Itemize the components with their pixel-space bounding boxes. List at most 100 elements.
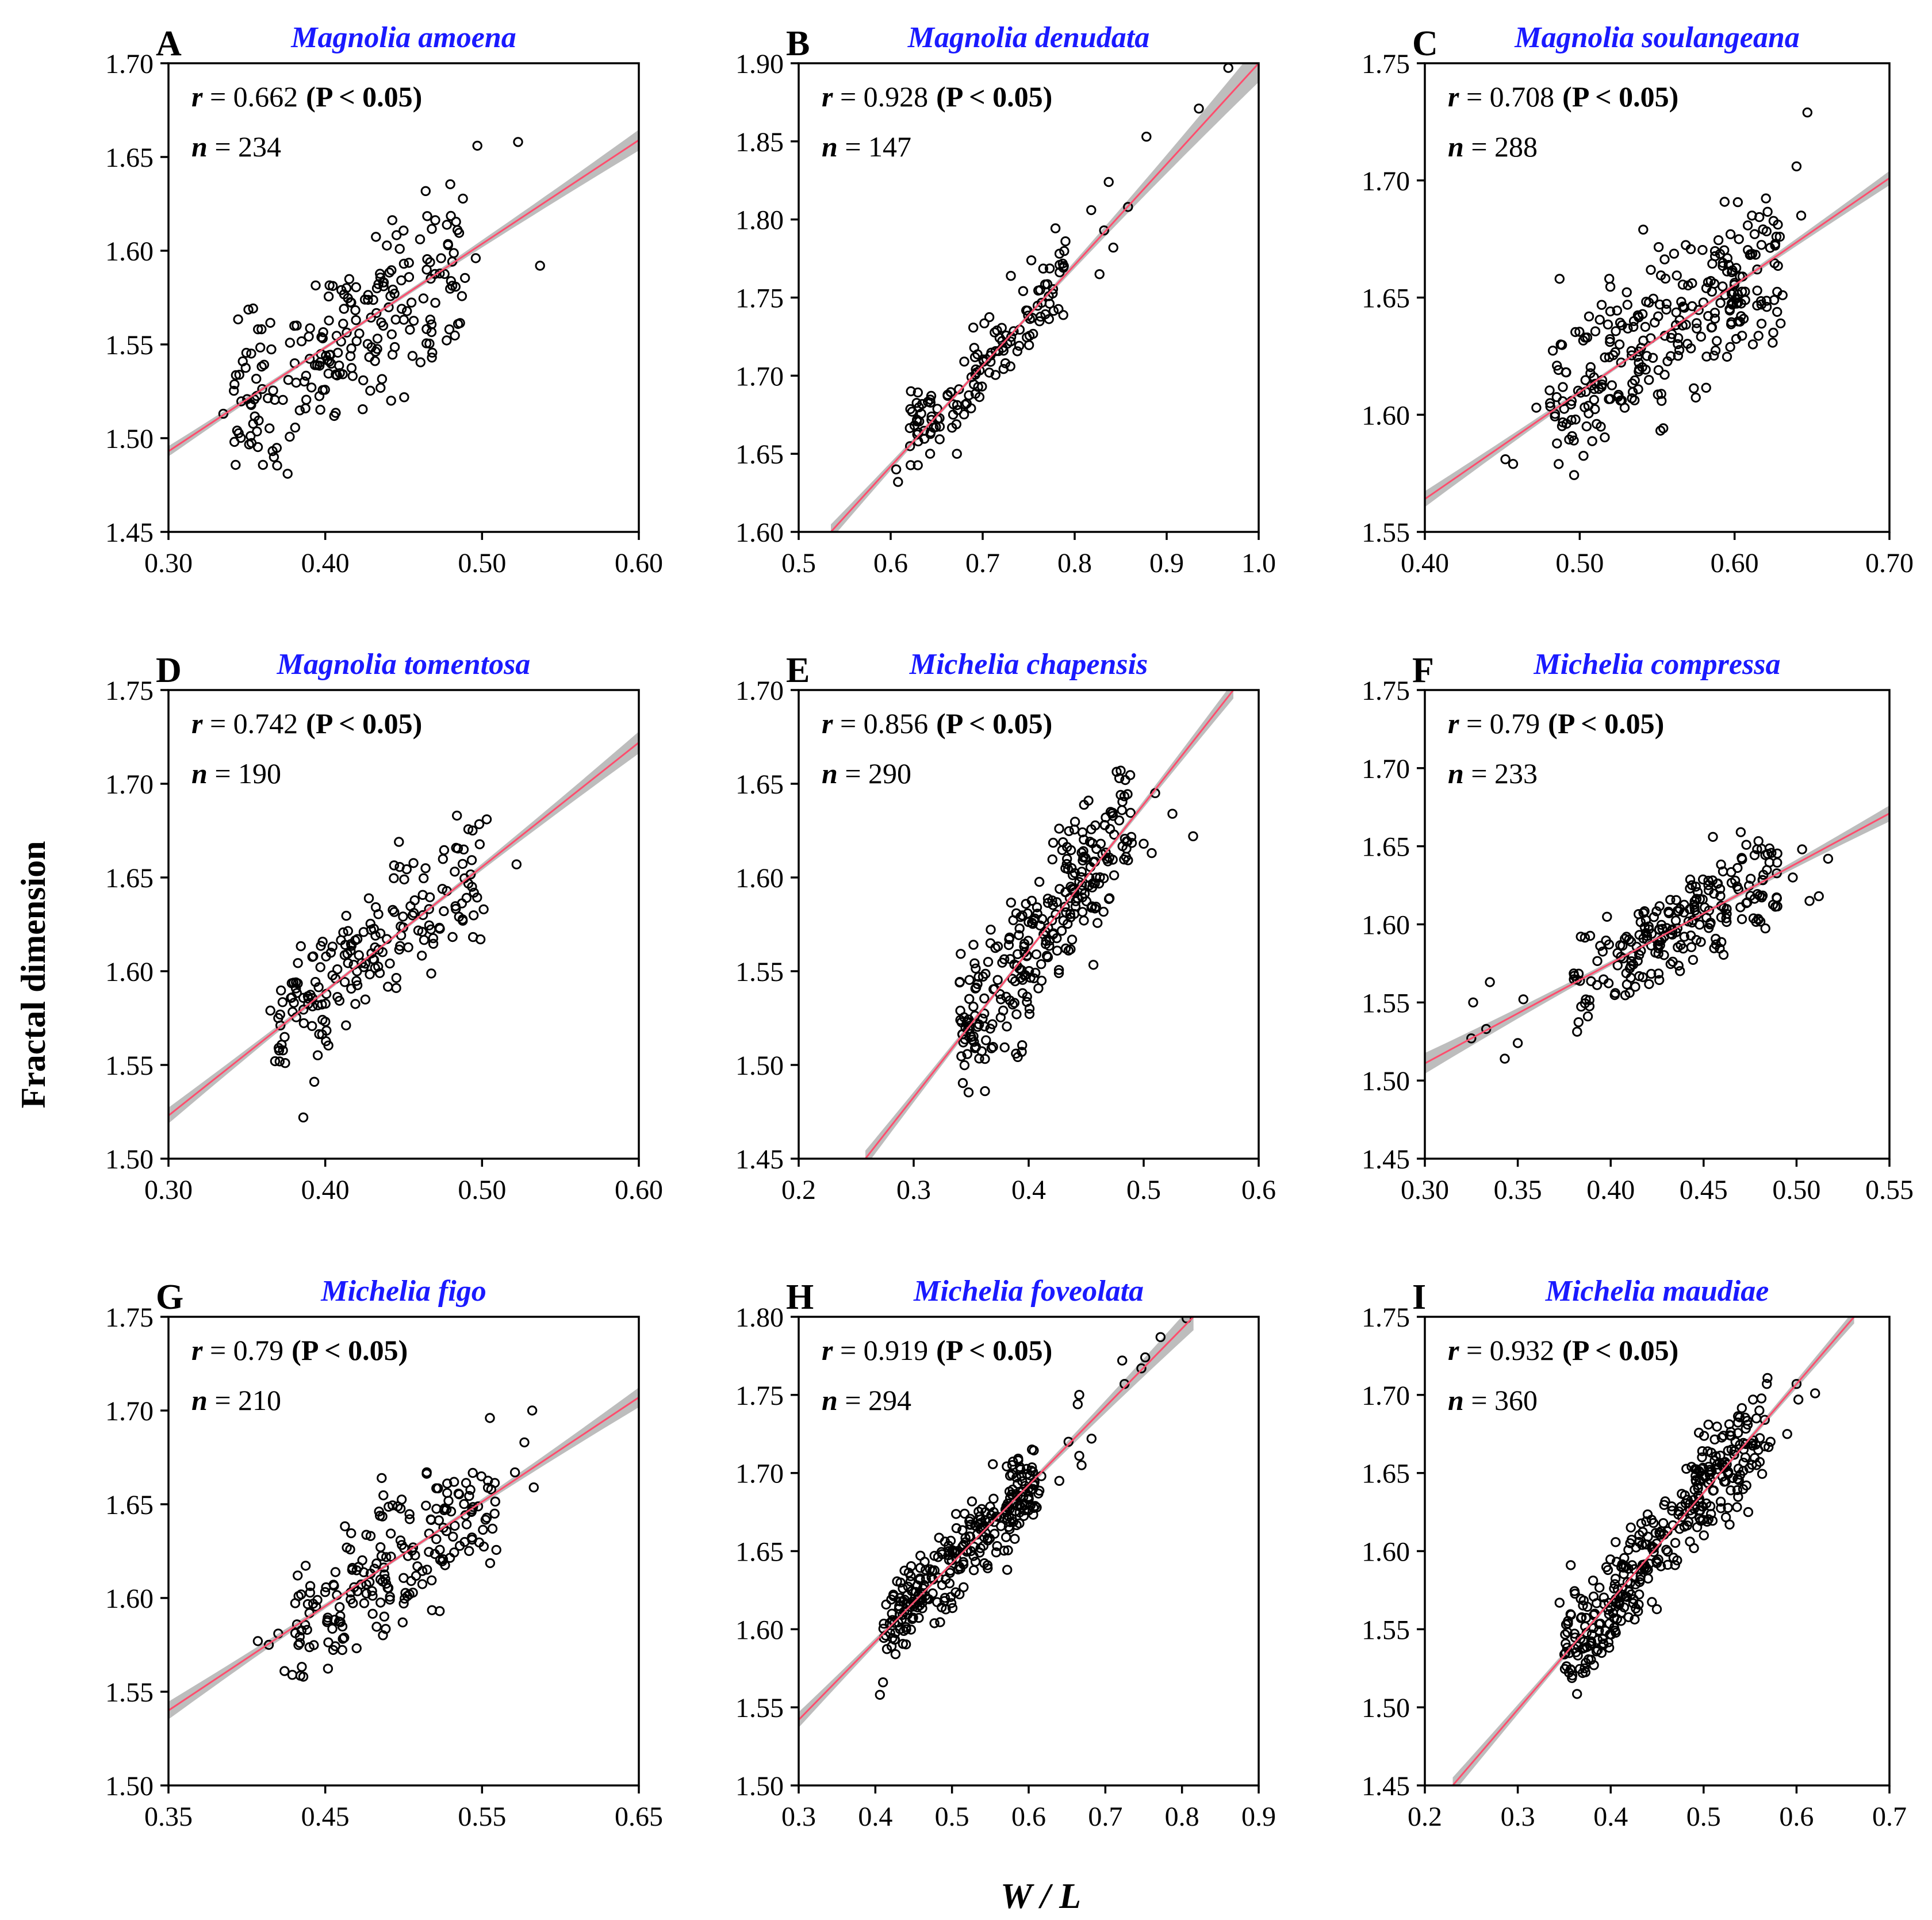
data-point <box>357 1555 367 1566</box>
data-point <box>1566 415 1577 426</box>
data-point <box>1736 311 1746 321</box>
data-point <box>1614 339 1625 350</box>
r-equals: = <box>202 707 233 739</box>
data-point <box>1623 323 1633 334</box>
data-point <box>1643 1531 1653 1542</box>
data-point <box>1683 916 1694 927</box>
data-point <box>1079 852 1089 862</box>
p-value: (P < 0.05) <box>1562 1334 1678 1366</box>
data-point <box>1057 258 1068 269</box>
data-point <box>1030 968 1041 978</box>
r-equals: = <box>1459 707 1489 739</box>
data-point <box>1060 863 1071 873</box>
data-point <box>1754 891 1765 901</box>
plot-area <box>799 1317 1194 1728</box>
data-point <box>949 1547 960 1558</box>
data-point <box>1688 955 1699 965</box>
data-point <box>1598 974 1609 984</box>
data-point <box>248 303 258 314</box>
data-point <box>1578 335 1589 346</box>
data-point <box>1696 331 1707 342</box>
data-point <box>1580 1663 1590 1674</box>
data-point <box>402 306 412 316</box>
data-point <box>971 1042 982 1052</box>
data-point <box>1086 1434 1097 1444</box>
data-point <box>443 240 453 250</box>
data-point <box>305 1588 315 1598</box>
data-point <box>1141 132 1152 142</box>
data-point <box>396 1503 406 1514</box>
data-point <box>1670 320 1681 331</box>
data-point <box>1734 1412 1745 1423</box>
confidence-band <box>168 129 639 457</box>
data-point <box>1796 210 1807 221</box>
data-point <box>394 244 405 254</box>
n-value: 147 <box>868 131 911 163</box>
data-point <box>1672 270 1682 281</box>
data-point <box>1746 1438 1757 1448</box>
data-point <box>274 1056 285 1067</box>
data-point <box>1000 358 1011 369</box>
data-point <box>1650 317 1660 328</box>
data-point <box>911 398 922 408</box>
data-point <box>970 983 981 994</box>
data-point <box>1002 1021 1012 1032</box>
r-symbol: r <box>1448 81 1459 113</box>
data-point <box>1048 837 1059 848</box>
n-statistic: n = 147 <box>822 131 911 163</box>
x-tick-label: 0.3 <box>781 1802 816 1832</box>
data-point <box>415 234 425 244</box>
data-point <box>1584 408 1594 419</box>
data-point <box>391 230 402 240</box>
data-point <box>381 1552 392 1562</box>
data-point <box>1126 838 1137 848</box>
data-point <box>1772 868 1782 879</box>
data-point <box>933 1552 944 1562</box>
data-point <box>346 297 356 308</box>
x-tick-label: 0.65 <box>615 1802 663 1832</box>
data-point <box>959 1060 970 1071</box>
data-point <box>1642 1509 1653 1520</box>
data-point <box>878 1677 888 1688</box>
data-point <box>1140 1352 1151 1363</box>
n-statistic: n = 190 <box>191 757 281 790</box>
data-point <box>252 426 262 436</box>
n-equals: = <box>208 131 238 163</box>
data-point <box>1603 1565 1613 1576</box>
data-point <box>1668 1553 1679 1563</box>
data-point <box>983 1563 993 1574</box>
data-point <box>1667 329 1677 339</box>
n-statistic: n = 294 <box>822 1384 911 1416</box>
data-point <box>1590 326 1601 336</box>
data-point <box>1604 1609 1615 1619</box>
y-tick-label: 1.70 <box>735 1459 784 1489</box>
y-tick-label: 1.70 <box>105 1396 154 1427</box>
panel-title: Magnolia tomentosa <box>277 648 531 681</box>
data-point <box>1735 902 1746 913</box>
data-point <box>990 370 1001 380</box>
fit-line <box>168 1396 639 1711</box>
data-point <box>955 1005 965 1016</box>
data-point <box>428 933 439 944</box>
data-point <box>346 343 356 354</box>
data-point <box>438 854 448 864</box>
data-point <box>376 1551 387 1561</box>
data-point <box>1605 336 1615 347</box>
data-point <box>1017 910 1028 921</box>
x-tick-label: 0.8 <box>1165 1802 1199 1832</box>
data-point <box>1622 300 1633 310</box>
panel-b: 0.5 0.6 0.7 0.8 0.9 1.0 1.60 1.65 1.70 1.75 1.80 1.… <box>735 21 1276 578</box>
data-point <box>1677 279 1688 290</box>
panel-title: Michelia foveolata <box>913 1275 1144 1308</box>
data-point <box>1772 848 1782 859</box>
y-tick-label: 1.55 <box>105 330 154 361</box>
data-point <box>964 1531 975 1542</box>
data-point <box>1109 870 1120 880</box>
data-point <box>1725 342 1735 352</box>
data-point <box>1006 898 1017 908</box>
data-point <box>1567 1673 1577 1683</box>
data-point <box>914 1600 925 1611</box>
data-point <box>330 1567 341 1577</box>
x-tick-label: 1.0 <box>1241 548 1276 578</box>
data-point <box>1756 844 1767 854</box>
